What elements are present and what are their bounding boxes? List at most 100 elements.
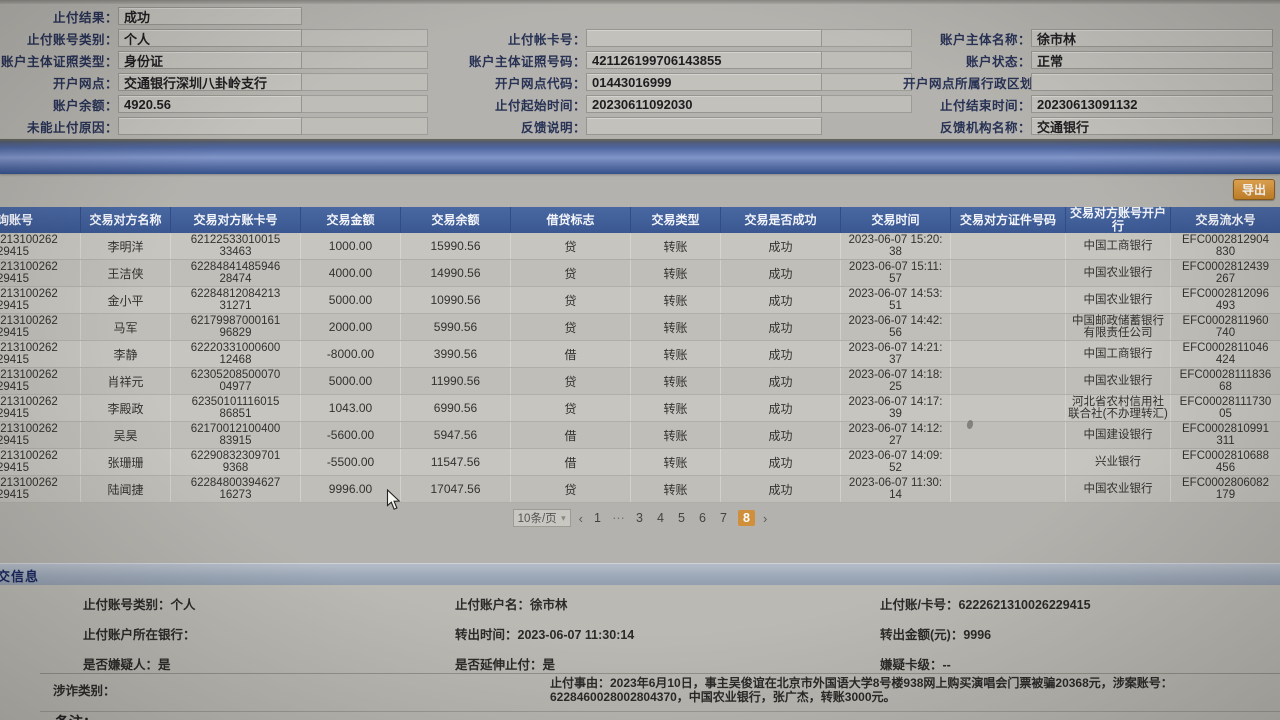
- cell-value: 15990.56: [430, 239, 481, 253]
- cell-value: 李静: [113, 347, 138, 362]
- cell-time: 2023-06-07 15:20:38: [840, 233, 950, 259]
- cell-value: 6228481208421331271: [190, 288, 281, 312]
- table-header-serial: 交易流水号: [1170, 207, 1280, 233]
- cell-cert: [950, 422, 1065, 448]
- cell-amount: 9996.00: [300, 476, 400, 502]
- form-row: 账户主体证照类型： 身份证: [0, 49, 428, 71]
- cell-name: 肖祥元: [80, 368, 170, 394]
- cell-value: 6228480039462716273: [190, 477, 281, 501]
- cell-flag: 贷: [510, 368, 630, 394]
- cell-value: EFC0002811183668: [1179, 369, 1272, 393]
- cell-value: 2023-06-07 14:12:27: [848, 423, 943, 447]
- cell-serial: EFC0002811960740: [1170, 314, 1280, 340]
- divider-line: [40, 673, 1280, 674]
- cell-value: 3990.56: [433, 347, 478, 361]
- form-row: 账户主体证照号码： 421126199706143855: [440, 49, 912, 71]
- cell-value: 2023-06-07 14:53:51: [848, 288, 943, 312]
- cell-cert: [950, 395, 1065, 421]
- cell-value: 转账: [663, 266, 688, 281]
- cell-serial: EFC0002812096493: [1170, 287, 1280, 313]
- cell-value: EFC0002806082179: [1182, 477, 1269, 501]
- divider-line: [40, 711, 1280, 712]
- stop-payment-detail-panel: 止付账号类别：个人 止付账户所在银行： 是否嫌疑人：是 止付账户名：徐市林 转出时间：…: [0, 585, 1280, 720]
- cell-success: 成功: [720, 233, 840, 259]
- form-row: 止付结束时间： 20230613091132: [903, 93, 1273, 115]
- cell-value: 6222621310026229415: [0, 450, 58, 474]
- prev-page-button[interactable]: ‹: [578, 510, 583, 526]
- cell-value: 中国农业银行: [1083, 375, 1153, 387]
- cell-success: 成功: [720, 395, 840, 421]
- cell-serial: EFC0002812439267: [1170, 260, 1280, 286]
- page-button-8[interactable]: 8: [738, 510, 755, 526]
- cell-serial: EFC0002810688456: [1170, 449, 1280, 475]
- cell-amount: 2000.00: [300, 314, 400, 340]
- field-value: [586, 117, 822, 135]
- cell-time: 2023-06-07 11:30:14: [840, 476, 950, 502]
- cell-type: 转账: [630, 341, 720, 367]
- cell-time: 2023-06-07 14:18:25: [840, 368, 950, 394]
- cell-value: 金小平: [107, 293, 144, 308]
- detail-middle-column: 止付账户名：徐市林 转出时间：2023-06-07 11:30:14 是否延伸止付：…: [455, 595, 634, 685]
- cell-value: 14990.56: [430, 266, 481, 280]
- cell-value: 李殿政: [107, 401, 144, 416]
- cell-value: 成功: [768, 374, 793, 389]
- cell-type: 转账: [630, 368, 720, 394]
- cell-value: 10990.56: [430, 293, 481, 307]
- export-button[interactable]: 导出: [1233, 179, 1275, 200]
- next-page-button[interactable]: ›: [763, 510, 768, 526]
- cell-value: 6222621310026229415: [0, 396, 58, 420]
- page-ellipsis: ···: [612, 511, 625, 525]
- cell-cert: [950, 233, 1065, 259]
- cell-amount: -5600.00: [300, 422, 400, 448]
- cell-name: 王洁侠: [80, 260, 170, 286]
- cell-value: EFC0002811173005: [1179, 396, 1272, 420]
- cell-value: 肖祥元: [107, 374, 144, 389]
- cell-value: 成功: [768, 293, 793, 308]
- bottom-field: 止付账/卡号：6222621310026229415: [880, 598, 1091, 612]
- cell-card: 6228484148594628474: [170, 260, 300, 286]
- header-label: 交易金额: [326, 212, 375, 227]
- cell-success: 成功: [720, 449, 840, 475]
- cell-value: 转账: [663, 320, 688, 335]
- cell-success: 成功: [720, 314, 840, 340]
- page-button-7[interactable]: 7: [720, 511, 727, 525]
- field-value: [586, 29, 822, 47]
- bottom-field: 嫌疑卡级：--: [880, 658, 951, 672]
- form-row: 开户网点代码： 01443016999: [440, 71, 912, 93]
- cell-serial: EFC0002806082179: [1170, 476, 1280, 502]
- cell-success: 成功: [720, 422, 840, 448]
- cell-value: 2023-06-07 14:21:37: [848, 342, 943, 366]
- cell-bank: 中国建设银行: [1065, 422, 1170, 448]
- cell-value: 6212253301001533463: [190, 234, 281, 258]
- cell-value: EFC0002811960740: [1182, 315, 1269, 339]
- cell-balance: 6990.56: [400, 395, 510, 421]
- cell-balance: 15990.56: [400, 233, 510, 259]
- table-header-bank: 交易对方账号开户行: [1065, 207, 1170, 233]
- page-size-select[interactable]: 10条/页 ▾: [512, 509, 571, 527]
- cell-bank: 中国工商银行: [1065, 341, 1170, 367]
- summary-form-right-column: 账户主体名称： 徐市林 账户状态： 正常 开户网点所属行政区划： 止付结束时间： 20230…: [903, 27, 1273, 137]
- cell-value: 2023-06-07 11:30:14: [848, 477, 943, 501]
- table-header-time: 交易时间: [840, 207, 950, 233]
- cell-value: EFC0002812439267: [1182, 261, 1269, 285]
- cell-name: 李静: [80, 341, 170, 367]
- page-button-4[interactable]: 4: [657, 511, 664, 525]
- cell-acct: 6222621310026229415: [0, 314, 80, 340]
- cell-value: 转账: [663, 374, 688, 389]
- page-button-3[interactable]: 3: [636, 511, 643, 525]
- cell-success: 成功: [720, 260, 840, 286]
- cell-time: 2023-06-07 14:09:52: [840, 449, 950, 475]
- page-button-6[interactable]: 6: [699, 511, 706, 525]
- header-label: 交易余额: [431, 212, 480, 227]
- cell-value: EFC0002810688456: [1182, 450, 1269, 474]
- table-header-type: 交易类型: [630, 207, 720, 233]
- cell-name: 金小平: [80, 287, 170, 313]
- cell-value: 贷: [564, 401, 577, 416]
- cell-value: 转账: [663, 455, 688, 470]
- cell-value: 成功: [768, 401, 793, 416]
- cell-value: 马军: [113, 320, 138, 335]
- detail-left-column: 止付账号类别：个人 止付账户所在银行： 是否嫌疑人：是: [83, 595, 196, 685]
- page-button-1[interactable]: 1: [594, 511, 601, 525]
- page-button-5[interactable]: 5: [678, 511, 685, 525]
- cell-value: 6222621310026229415: [0, 423, 58, 447]
